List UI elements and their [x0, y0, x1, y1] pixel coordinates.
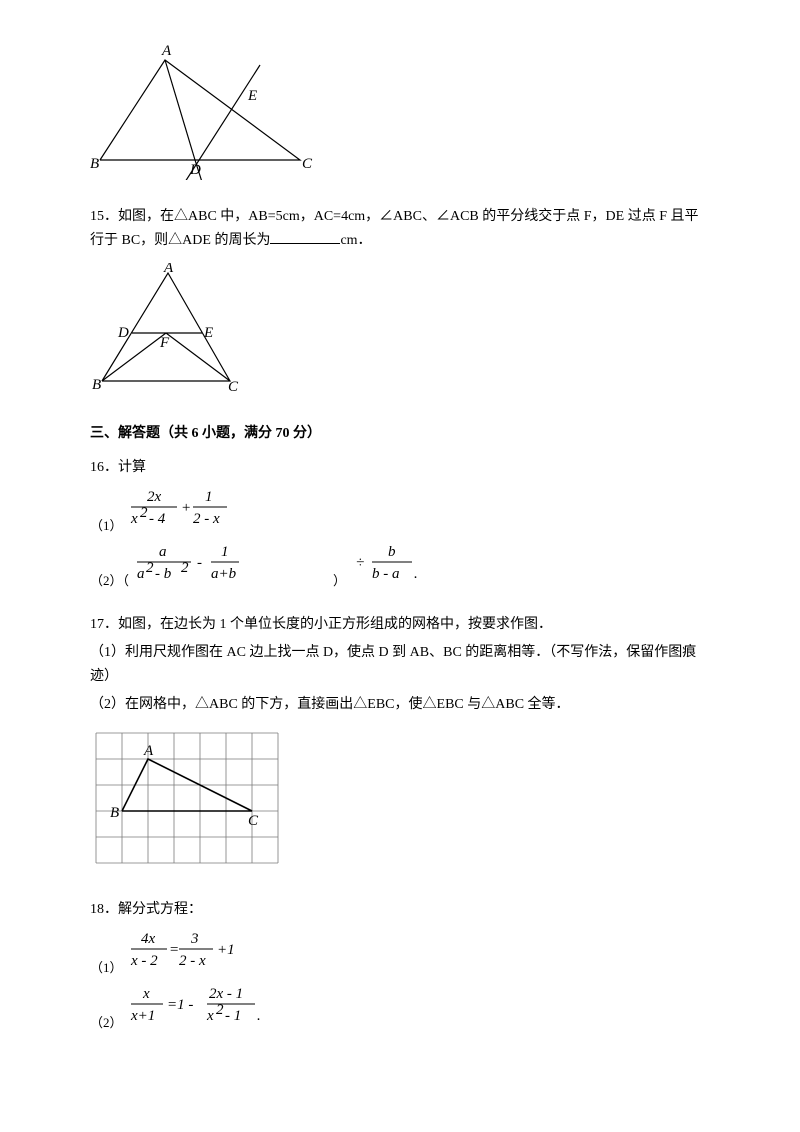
q16-part1: （1） 2x x2 - 4 + 1 2 - x [90, 485, 710, 534]
q16-part2-close: ） [333, 570, 346, 589]
q18-part2: （2） x x+1 =1 - 2x - 1 x2 - 1 . [90, 982, 710, 1031]
svg-text:=: = [169, 942, 179, 958]
svg-text:2: 2 [216, 1002, 224, 1018]
label-A: A [161, 43, 172, 59]
svg-text:.: . [414, 566, 418, 582]
svg-text:.: . [257, 1008, 261, 1024]
svg-text:2: 2 [140, 505, 148, 521]
svg-text:÷: ÷ [356, 555, 364, 571]
label-E: E [203, 325, 213, 341]
q15-text: 15．如图，在△ABC 中，AB=5cm，AC=4cm，∠ABC、∠ACB 的平… [90, 209, 699, 248]
svg-text:b - a: b - a [372, 566, 400, 582]
label-B: B [92, 377, 101, 393]
section-3-header: 三、解答题（共 6 小题，满分 70 分） [90, 422, 710, 442]
q18-part2-label: （2） [90, 1012, 123, 1031]
q15-blank [270, 229, 340, 244]
svg-text:a+b: a+b [211, 566, 237, 582]
svg-text:2 - x: 2 - x [179, 953, 206, 969]
question-16: 16．计算 [90, 456, 710, 480]
q16-part1-label: （1） [90, 515, 123, 534]
svg-text:x+1: x+1 [130, 1008, 155, 1024]
label-B: B [110, 805, 119, 821]
label-E: E [247, 88, 257, 104]
svg-text:- 4: - 4 [149, 511, 166, 527]
svg-text:3: 3 [190, 931, 199, 947]
svg-text:1: 1 [205, 489, 213, 505]
label-B: B [90, 156, 99, 172]
svg-text:x: x [206, 1008, 214, 1024]
q16-part2: （2）（ a a2 - b2 - 1 a+b ） ÷ b [90, 540, 710, 589]
svg-text:x: x [142, 986, 150, 1002]
svg-text:2: 2 [146, 560, 154, 576]
label-D: D [117, 325, 129, 341]
svg-text:2: 2 [181, 560, 189, 576]
q18-part1-label: （1） [90, 957, 123, 976]
svg-text:=1 -: =1 - [167, 997, 193, 1013]
label-D: D [189, 162, 201, 178]
question-15: 15．如图，在△ABC 中，AB=5cm，AC=4cm，∠ABC、∠ACB 的平… [90, 205, 710, 253]
svg-text:-: - [197, 555, 202, 571]
svg-text:a: a [137, 566, 145, 582]
question-17-part2: （2）在网格中，△ABC 的下方，直接画出△EBC，使△EBC 与△ABC 全等… [90, 693, 710, 717]
svg-text:x - 2: x - 2 [130, 953, 158, 969]
figure-q15: A B C D E F [90, 263, 710, 398]
svg-text:1: 1 [221, 544, 229, 560]
svg-text:a: a [159, 544, 167, 560]
q16-formula2b: ÷ b b - a . [350, 540, 430, 589]
svg-text:4x: 4x [141, 931, 156, 947]
label-C: C [228, 379, 239, 393]
svg-text:x: x [130, 511, 138, 527]
label-C: C [248, 813, 259, 829]
q16-formula1: 2x x2 - 4 + 1 2 - x [127, 485, 257, 534]
svg-text:2 - x: 2 - x [193, 511, 220, 527]
figure-q17: A B C [90, 727, 710, 878]
svg-text:- 1: - 1 [225, 1008, 241, 1024]
figure-q14: A B C D E [90, 40, 710, 185]
label-A: A [163, 263, 174, 276]
label-A: A [143, 743, 154, 759]
svg-text:+1: +1 [217, 942, 235, 958]
label-C: C [302, 156, 313, 172]
question-17-title: 17．如图，在边长为 1 个单位长度的小正方形组成的网格中，按要求作图． [90, 613, 710, 637]
svg-text:+: + [181, 500, 191, 516]
q18-formula2: x x+1 =1 - 2x - 1 x2 - 1 . [127, 982, 297, 1031]
svg-text:2x - 1: 2x - 1 [209, 986, 243, 1002]
q18-formula1: 4x x - 2 = 3 2 - x +1 [127, 927, 277, 976]
q18-part1: （1） 4x x - 2 = 3 2 - x +1 [90, 927, 710, 976]
question-17-part1: （1）利用尺规作图在 AC 边上找一点 D，使点 D 到 AB、BC 的距离相等… [90, 641, 710, 689]
label-F: F [159, 335, 170, 351]
q16-part2-label: （2）（ [90, 570, 129, 589]
svg-text:- b: - b [155, 566, 172, 582]
q15-unit: cm． [340, 233, 371, 248]
question-18-title: 18．解分式方程： [90, 898, 710, 922]
svg-text:b: b [388, 544, 396, 560]
q16-formula2: a a2 - b2 - 1 a+b [133, 540, 333, 589]
svg-text:2x: 2x [147, 489, 162, 505]
